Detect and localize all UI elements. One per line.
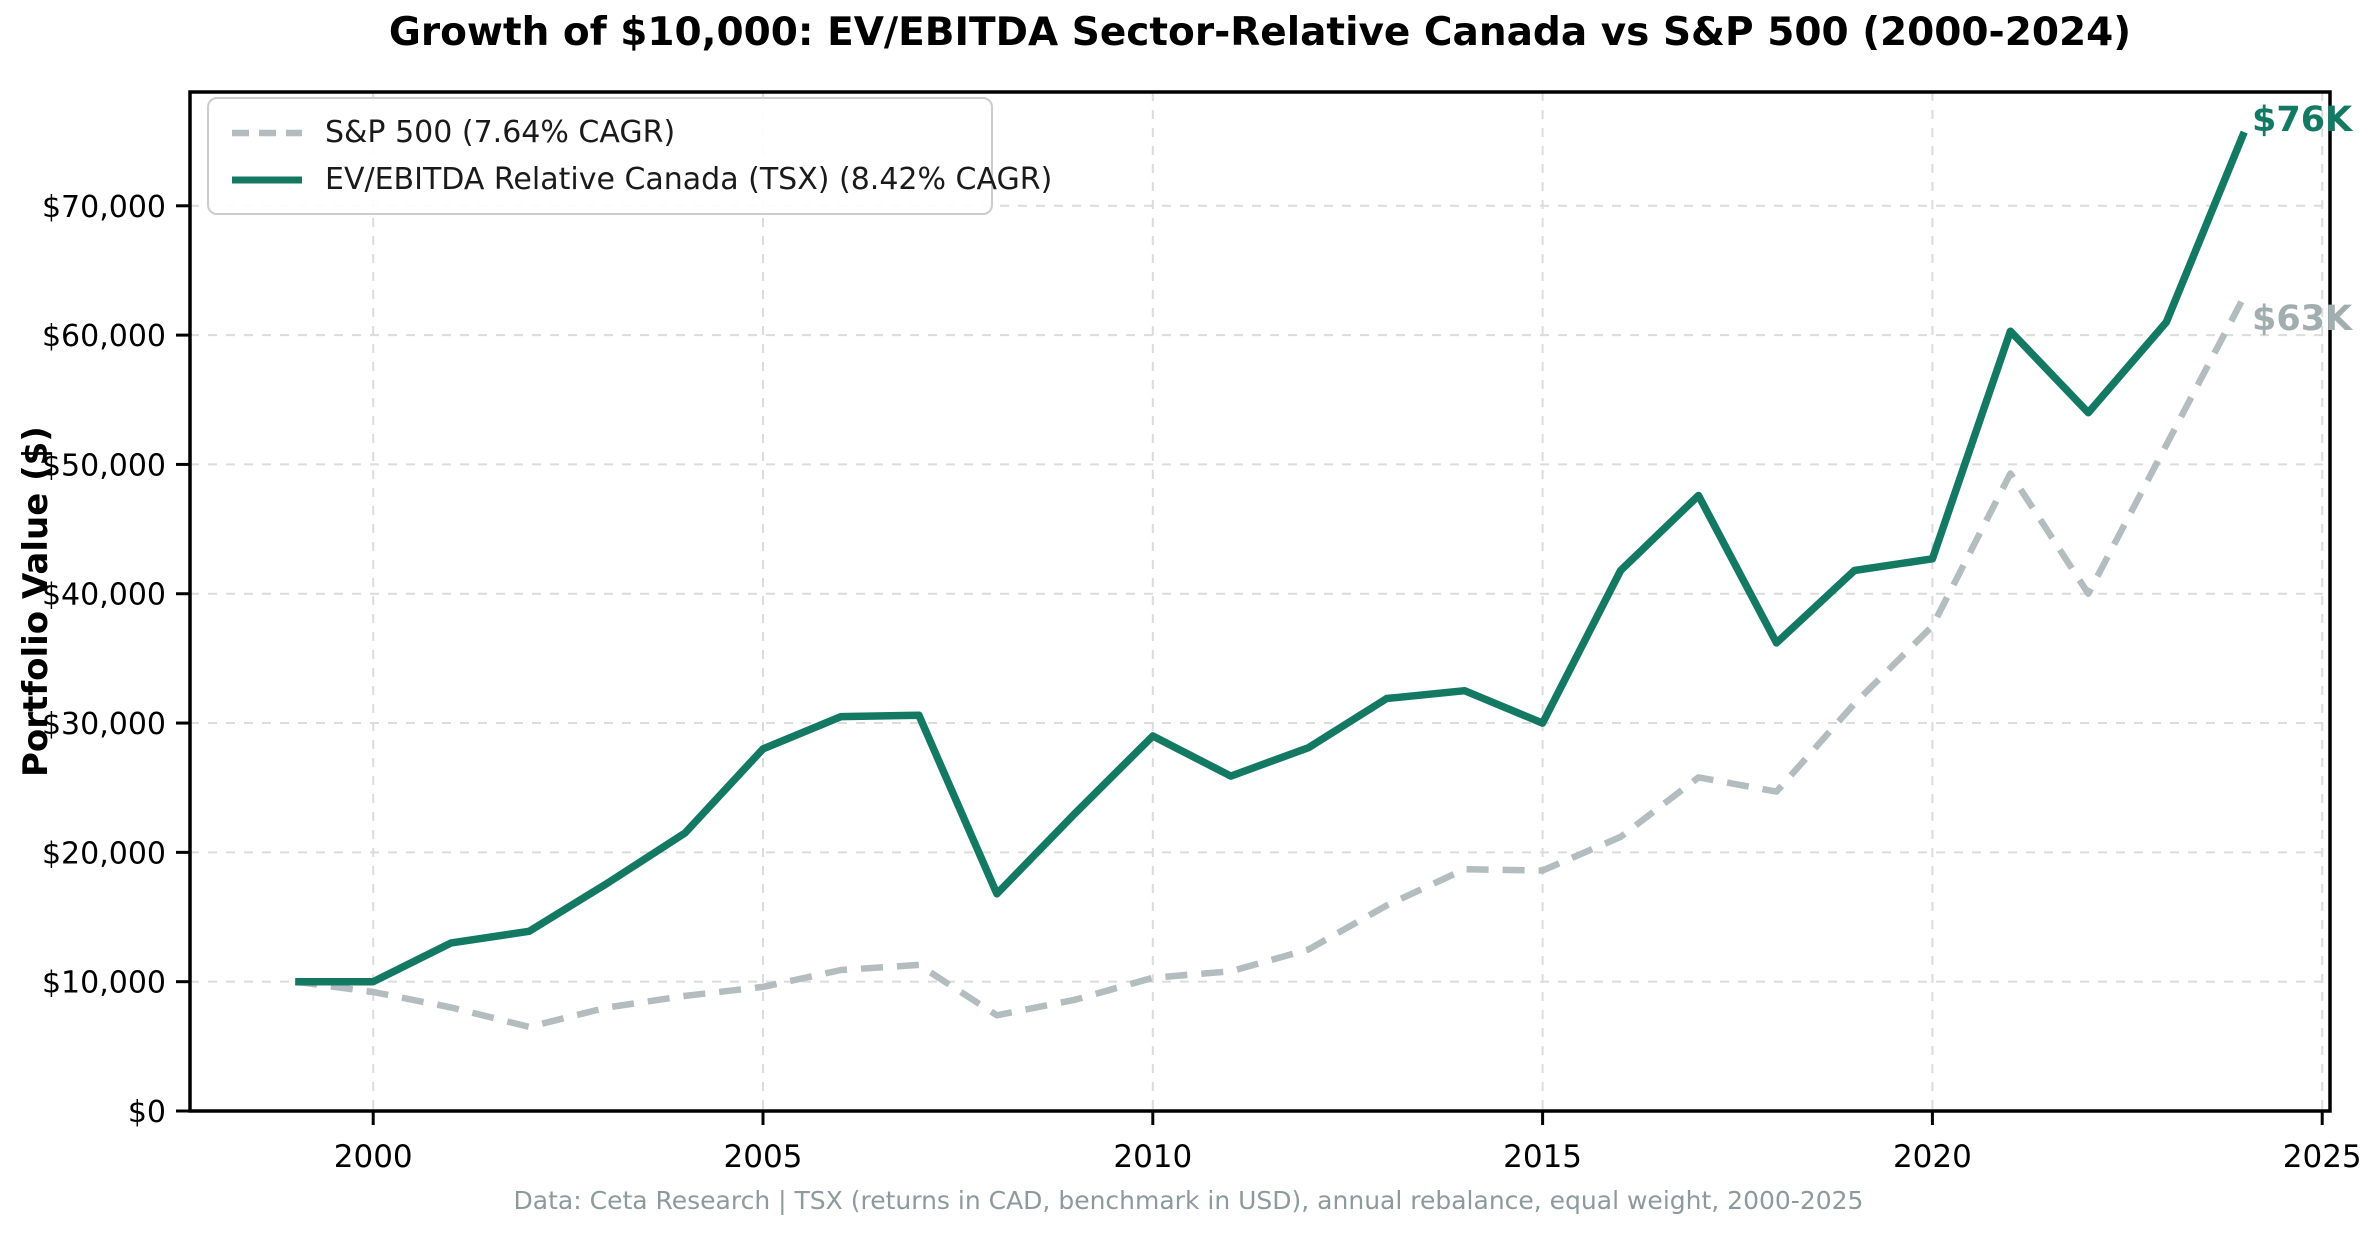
legend: S&P 500 (7.64% CAGR) EV/EBITDA Relative …	[207, 97, 1052, 215]
evebitda-legend-swatch	[232, 176, 302, 183]
evebitda-end-annotation: $76K	[2252, 100, 2353, 140]
y-tick-label: $10,000	[42, 966, 166, 1001]
y-tick-label: $20,000	[42, 836, 166, 871]
y-tick-label: $70,000	[42, 190, 166, 225]
evebitda-legend-label: EV/EBITDA Relative Canada (TSX) (8.42% C…	[325, 162, 1053, 197]
sp500-legend-label: S&P 500 (7.64% CAGR)	[325, 115, 676, 150]
legend-item-sp500: S&P 500 (7.64% CAGR)	[229, 115, 991, 150]
y-tick-label: $0	[128, 1095, 166, 1130]
y-tick-label: $60,000	[42, 319, 166, 354]
evebitda-line	[295, 130, 2248, 986]
x-tick-label: 2010	[1113, 1139, 1192, 1175]
sp500-legend-swatch	[232, 129, 302, 136]
y-tick-label: $40,000	[42, 578, 166, 613]
x-tick-label: 2000	[334, 1139, 413, 1175]
legend-item-evebitda: EV/EBITDA Relative Canada (TSX) (8.42% C…	[229, 162, 1052, 197]
x-tick-label: 2005	[724, 1139, 803, 1175]
y-tick-label: $30,000	[42, 707, 166, 742]
x-tick-label: 2015	[1503, 1139, 1582, 1175]
sp500-end-annotation: $63K	[2252, 299, 2353, 339]
sp500-line	[294, 294, 2248, 1031]
data-source-note: Data: Ceta Research | TSX (returns in CA…	[513, 1186, 1864, 1215]
axes-spines	[188, 90, 2332, 1113]
y-tick-label: $50,000	[42, 448, 166, 483]
chart-title: Growth of $10,000: EV/EBITDA Sector-Rela…	[388, 10, 2132, 55]
x-tick-label: 2025	[2283, 1139, 2362, 1175]
x-tick-label: 2020	[1893, 1139, 1972, 1175]
